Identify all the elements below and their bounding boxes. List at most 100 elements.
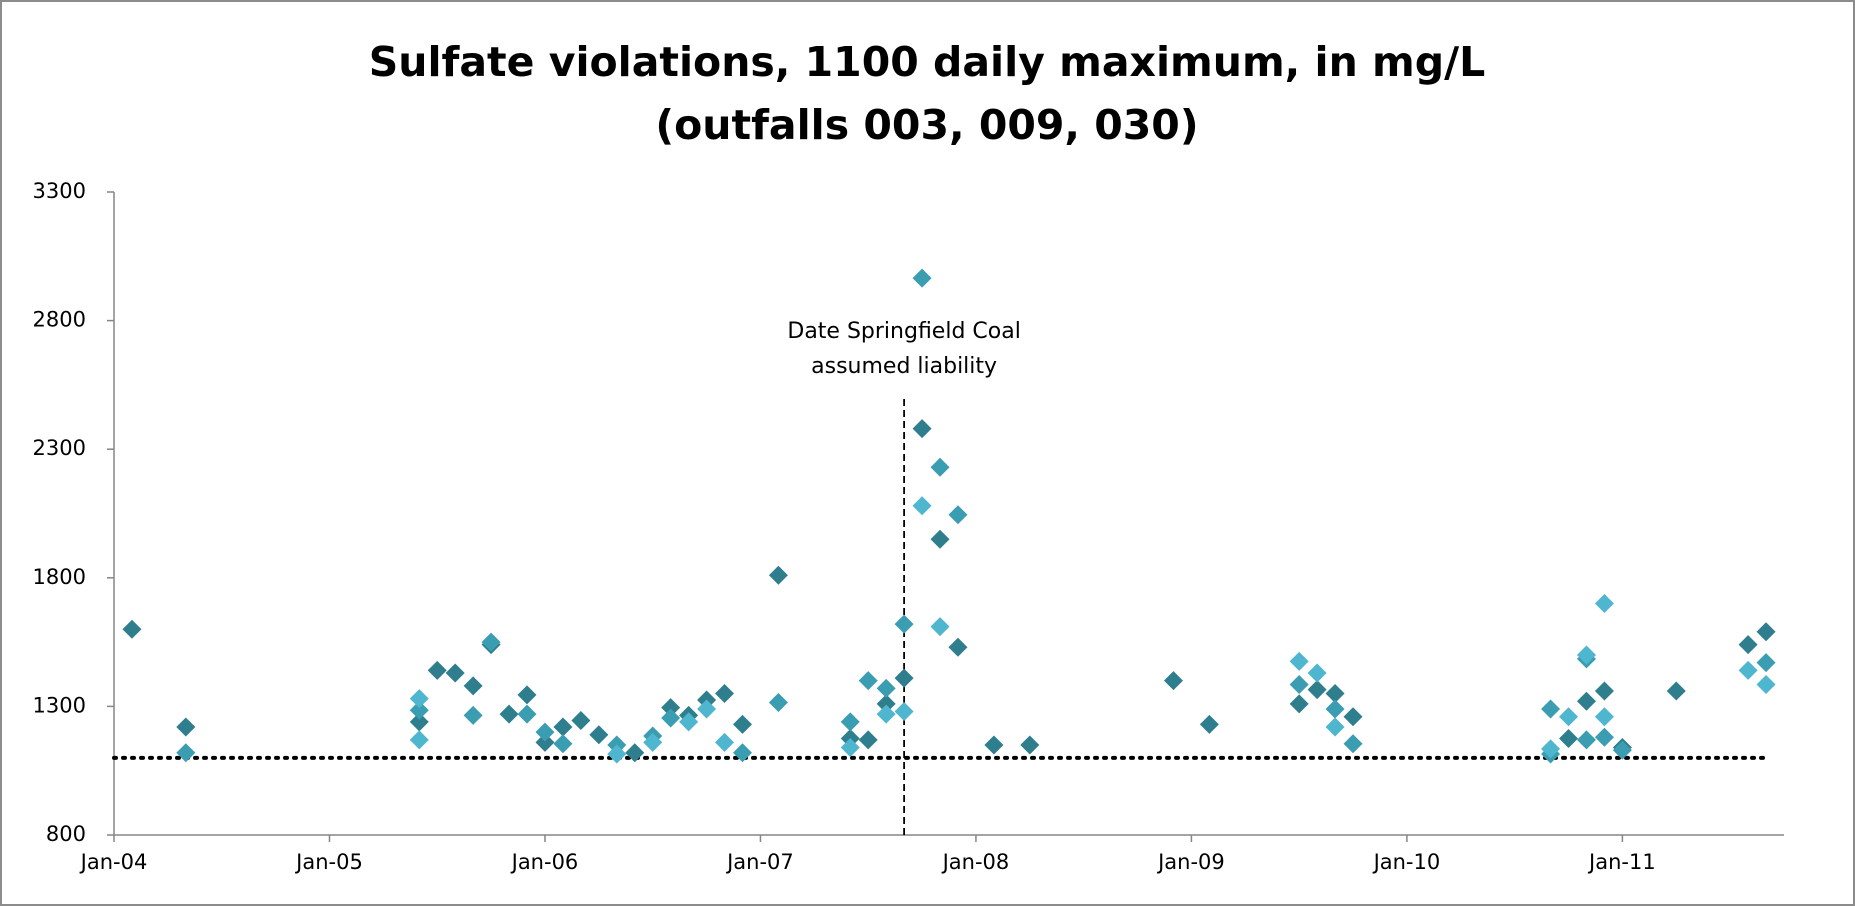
data-point: [643, 732, 663, 752]
data-point: [1594, 727, 1614, 747]
data-point: [1325, 717, 1345, 737]
data-point: [1756, 653, 1776, 673]
data-point: [1594, 594, 1614, 614]
data-point: [840, 712, 860, 732]
data-point: [661, 708, 681, 728]
data-point: [409, 700, 429, 720]
y-tick-label: 3300: [33, 179, 86, 203]
data-point: [697, 699, 717, 719]
data-point: [535, 722, 555, 742]
data-point: [1666, 681, 1686, 701]
data-point: [1576, 645, 1596, 665]
data-point: [517, 685, 537, 705]
data-point: [1020, 735, 1040, 755]
data-point: [1199, 714, 1219, 734]
x-tick-label: Jan-07: [725, 850, 794, 874]
data-point: [912, 496, 932, 516]
x-tick-label: Jan-06: [510, 850, 579, 874]
data-point: [463, 676, 483, 696]
data-point: [1612, 740, 1632, 760]
data-point: [481, 632, 501, 652]
data-point: [894, 702, 914, 722]
data-point: [1738, 660, 1758, 680]
chart-title: Sulfate violations, 1100 daily maximum, …: [369, 38, 1485, 86]
y-tick-label: 1800: [33, 565, 86, 589]
data-point: [409, 689, 429, 709]
annotation: Date Springfield Coal: [787, 319, 1020, 344]
data-point: [715, 684, 735, 704]
data-point: [930, 529, 950, 549]
data-point: [1289, 651, 1309, 671]
data-point: [445, 663, 465, 683]
data-point: [661, 698, 681, 718]
data-point: [768, 565, 788, 585]
data-point: [930, 457, 950, 477]
data-point: [589, 725, 609, 745]
data-point: [858, 730, 878, 750]
data-point: [1325, 699, 1345, 719]
data-point: [176, 743, 196, 763]
data-point: [1307, 680, 1327, 700]
data-point: [1541, 699, 1561, 719]
chart-title: (outfalls 003, 009, 030): [655, 101, 1198, 149]
data-point: [517, 704, 537, 724]
data-point: [732, 714, 752, 734]
x-tick-label: Jan-09: [1156, 850, 1225, 874]
data-point: [607, 744, 627, 764]
data-point: [1594, 707, 1614, 727]
data-point: [894, 614, 914, 634]
data-point: [858, 671, 878, 691]
data-point: [930, 617, 950, 637]
x-tick-label: Jan-11: [1587, 850, 1656, 874]
data-point: [1559, 707, 1579, 727]
data-point: [1738, 635, 1758, 655]
data-point: [463, 705, 483, 725]
data-point: [1756, 622, 1776, 642]
data-point: [553, 717, 573, 737]
data-point: [1576, 730, 1596, 750]
data-point: [1343, 734, 1363, 754]
data-point: [176, 717, 196, 737]
x-tick-label: Jan-08: [941, 850, 1010, 874]
data-point: [876, 704, 896, 724]
data-point: [679, 712, 699, 732]
data-point: [553, 734, 573, 754]
data-point: [912, 268, 932, 288]
y-tick-label: 2800: [33, 308, 86, 332]
data-point: [894, 668, 914, 688]
data-point: [1325, 684, 1345, 704]
data-point: [1163, 671, 1183, 691]
y-tick-label: 2300: [33, 436, 86, 460]
data-point: [1307, 663, 1327, 683]
data-point: [535, 732, 555, 752]
data-point: [876, 678, 896, 698]
data-point: [948, 505, 968, 525]
data-point: [625, 743, 645, 763]
data-point: [1289, 694, 1309, 714]
y-tick-label: 1300: [33, 693, 86, 717]
data-point: [984, 735, 1004, 755]
y-tick-label: 800: [46, 822, 86, 846]
data-point: [876, 694, 896, 714]
annotation: assumed liability: [811, 354, 997, 379]
data-point: [499, 704, 519, 724]
data-point: [1289, 675, 1309, 695]
data-point: [715, 732, 735, 752]
data-point: [409, 730, 429, 750]
x-tick-label: Jan-05: [294, 850, 363, 874]
data-point: [571, 711, 591, 731]
data-point: [912, 419, 932, 439]
data-point: [1541, 739, 1561, 759]
data-point: [732, 743, 752, 763]
data-point: [1343, 707, 1363, 727]
data-point: [122, 619, 142, 639]
data-point: [948, 637, 968, 657]
data-point: [1594, 681, 1614, 701]
x-tick-label: Jan-04: [79, 850, 148, 874]
x-tick-label: Jan-10: [1372, 850, 1441, 874]
data-point: [1559, 729, 1579, 749]
data-point: [768, 693, 788, 713]
data-point: [409, 712, 429, 732]
data-point: [427, 660, 447, 680]
